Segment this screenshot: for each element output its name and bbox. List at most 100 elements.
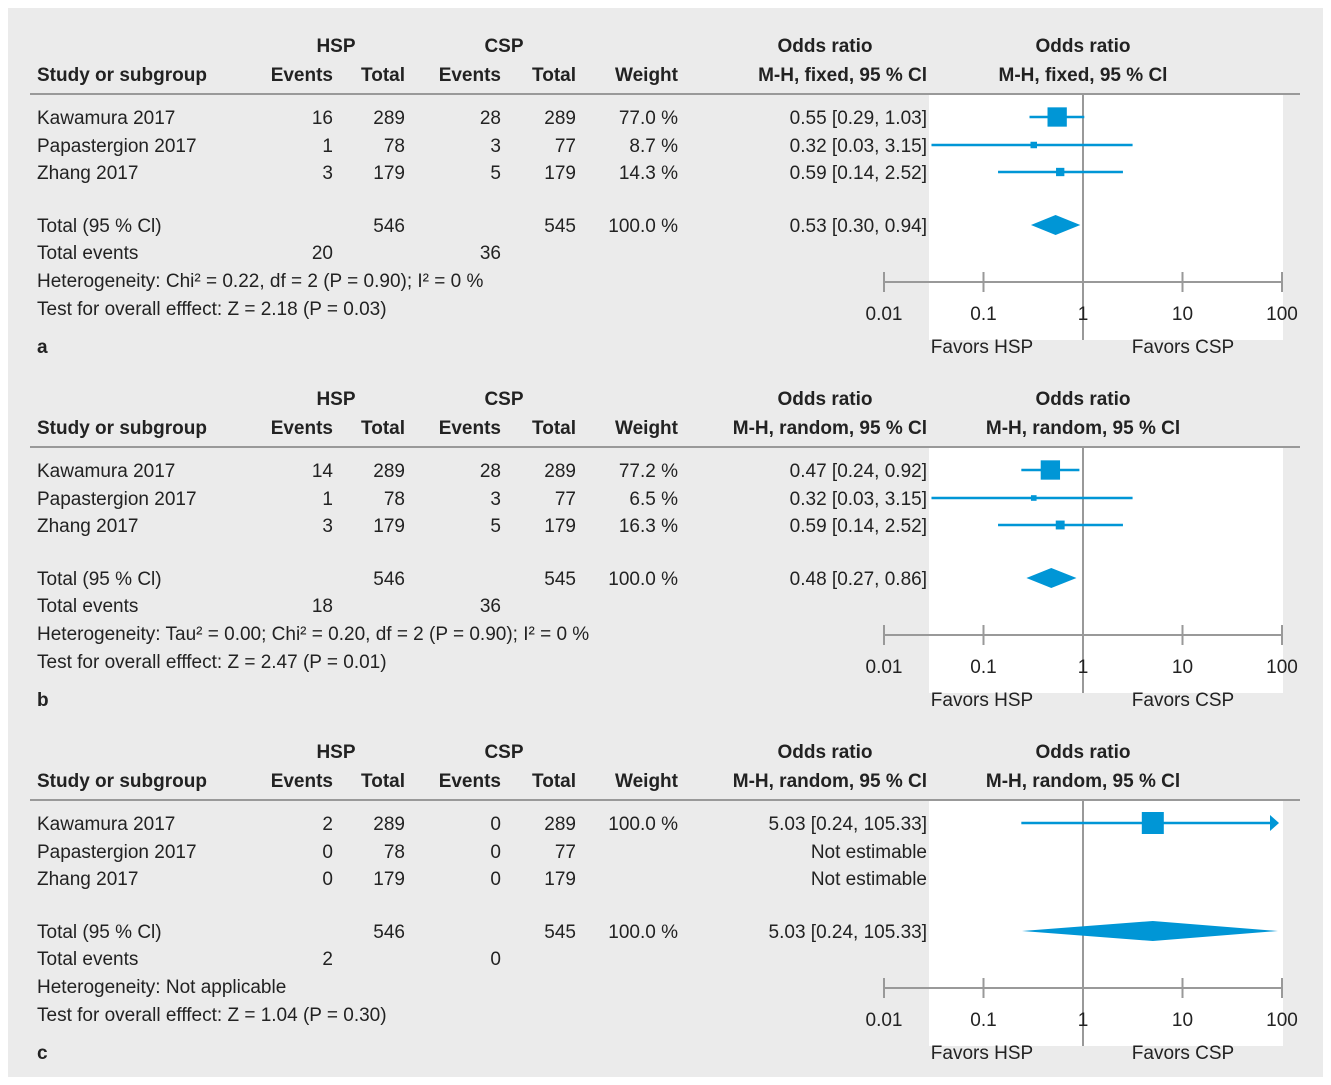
x-tick-label: 10 bbox=[1172, 1010, 1193, 1031]
csp-total-header: Total bbox=[532, 418, 576, 439]
study-name: Kawamura 2017 bbox=[37, 814, 175, 835]
weight-header: Weight bbox=[615, 65, 679, 86]
x-tick-label: 0.01 bbox=[866, 657, 903, 678]
hsp-group-header: HSP bbox=[316, 36, 355, 57]
hsp-total-value: 179 bbox=[373, 869, 405, 890]
weight-header: Weight bbox=[615, 771, 679, 792]
csp-events-header: Events bbox=[439, 65, 501, 86]
panel-b: HSP CSP Odds ratio Odds ratio Study or subgr… bbox=[30, 389, 1300, 711]
odds-ratio-ci-value: Not estimable bbox=[811, 869, 927, 890]
csp-total-sum: 545 bbox=[544, 216, 576, 237]
csp-total-value: 179 bbox=[544, 163, 576, 184]
odds-ratio-ci-value: 0.59 [0.14, 2.52] bbox=[790, 516, 927, 537]
csp-total-value: 289 bbox=[544, 461, 576, 482]
method-header: M-H, random, 95 % Cl bbox=[733, 771, 927, 792]
x-tick-label: 100 bbox=[1266, 657, 1298, 678]
hsp-total-events: 2 bbox=[322, 949, 333, 970]
plot-method-header: M-H, random, 95 % Cl bbox=[986, 771, 1180, 792]
panel-a: HSP CSP Odds ratio Odds ratio Study or subgr… bbox=[30, 36, 1300, 358]
weight-value: 77.0 % bbox=[619, 108, 678, 129]
plot-area bbox=[929, 447, 1283, 693]
weight-square bbox=[1056, 167, 1065, 177]
overall-effect-text: Test for overall efffect: Z = 2.47 (P = … bbox=[37, 652, 387, 673]
favors-left-label: Favors HSP bbox=[931, 337, 1033, 358]
favors-right-label: Favors CSP bbox=[1132, 690, 1234, 711]
csp-total-value: 179 bbox=[544, 516, 576, 537]
weight-square bbox=[1047, 107, 1067, 127]
odds-ratio-ci-value: 0.32 [0.03, 3.15] bbox=[790, 489, 927, 510]
summary-diamond bbox=[1022, 921, 1278, 941]
weight-value: 100.0 % bbox=[608, 814, 678, 835]
total-label: Total (95 % Cl) bbox=[37, 569, 162, 590]
summary-diamond bbox=[1030, 215, 1081, 235]
odds-ratio-plot-header: Odds ratio bbox=[1035, 742, 1130, 763]
csp-total-events: 36 bbox=[480, 596, 501, 617]
csp-total-header: Total bbox=[532, 65, 576, 86]
study-name: Papastergion 2017 bbox=[37, 842, 197, 863]
study-name: Kawamura 2017 bbox=[37, 461, 175, 482]
study-column-header: Study or subgroup bbox=[37, 418, 207, 439]
hsp-events-value: 0 bbox=[322, 842, 333, 863]
csp-total-sum: 545 bbox=[544, 922, 576, 943]
study-name: Papastergion 2017 bbox=[37, 489, 197, 510]
method-header: M-H, fixed, 95 % Cl bbox=[758, 65, 927, 86]
study-name: Zhang 2017 bbox=[37, 869, 138, 890]
hsp-total-value: 289 bbox=[373, 814, 405, 835]
csp-group-header: CSP bbox=[484, 389, 523, 410]
hsp-events-value: 0 bbox=[322, 869, 333, 890]
hsp-total-value: 179 bbox=[373, 163, 405, 184]
x-tick-label: 100 bbox=[1266, 304, 1298, 325]
total-weight: 100.0 % bbox=[608, 216, 678, 237]
total-events-label: Total events bbox=[37, 243, 138, 264]
ci-arrow bbox=[1270, 815, 1279, 831]
hsp-total-value: 289 bbox=[373, 108, 405, 129]
odds-ratio-header: Odds ratio bbox=[777, 36, 872, 57]
hsp-total-header: Total bbox=[361, 65, 405, 86]
hsp-events-header: Events bbox=[271, 771, 333, 792]
hsp-events-value: 3 bbox=[322, 516, 333, 537]
csp-total-events: 0 bbox=[490, 949, 501, 970]
csp-total-sum: 545 bbox=[544, 569, 576, 590]
hsp-events-value: 1 bbox=[322, 489, 333, 510]
panel-c: HSP CSP Odds ratio Odds ratio Study or subgr… bbox=[30, 742, 1300, 1064]
hsp-total-sum: 546 bbox=[373, 922, 405, 943]
odds-ratio-header: Odds ratio bbox=[777, 389, 872, 410]
csp-group-header: CSP bbox=[484, 36, 523, 57]
odds-ratio-plot-header: Odds ratio bbox=[1035, 36, 1130, 57]
csp-events-value: 0 bbox=[490, 869, 501, 890]
study-column-header: Study or subgroup bbox=[37, 771, 207, 792]
weight-square bbox=[1055, 520, 1065, 530]
weight-square bbox=[1030, 495, 1037, 501]
csp-total-header: Total bbox=[532, 771, 576, 792]
hsp-total-sum: 546 bbox=[373, 569, 405, 590]
csp-total-value: 77 bbox=[555, 136, 576, 157]
total-weight: 100.0 % bbox=[608, 922, 678, 943]
x-tick-label: 0.01 bbox=[866, 304, 903, 325]
x-tick-label: 0.1 bbox=[970, 657, 996, 678]
total-label: Total (95 % Cl) bbox=[37, 922, 162, 943]
weight-value: 16.3 % bbox=[619, 516, 678, 537]
csp-events-value: 28 bbox=[480, 108, 501, 129]
heterogeneity-text: Heterogeneity: Tau² = 0.00; Chi² = 0.20,… bbox=[37, 624, 589, 645]
csp-events-value: 28 bbox=[480, 461, 501, 482]
weight-value: 8.7 % bbox=[629, 136, 678, 157]
total-odds-ratio-ci: 5.03 [0.24, 105.33] bbox=[769, 922, 927, 943]
odds-ratio-plot-header: Odds ratio bbox=[1035, 389, 1130, 410]
odds-ratio-header: Odds ratio bbox=[777, 742, 872, 763]
hsp-total-events: 20 bbox=[312, 243, 333, 264]
hsp-group-header: HSP bbox=[316, 742, 355, 763]
hsp-events-value: 16 bbox=[312, 108, 333, 129]
x-tick-label: 0.1 bbox=[970, 304, 996, 325]
weight-square bbox=[1030, 141, 1038, 149]
hsp-events-header: Events bbox=[271, 418, 333, 439]
overall-effect-text: Test for overall efffect: Z = 2.18 (P = … bbox=[37, 299, 387, 320]
weight-value: 6.5 % bbox=[629, 489, 678, 510]
weight-header: Weight bbox=[615, 418, 679, 439]
total-odds-ratio-ci: 0.53 [0.30, 0.94] bbox=[790, 216, 927, 237]
favors-left-label: Favors HSP bbox=[931, 690, 1033, 711]
total-events-label: Total events bbox=[37, 949, 138, 970]
hsp-total-value: 289 bbox=[373, 461, 405, 482]
x-tick-label: 10 bbox=[1172, 657, 1193, 678]
weight-square bbox=[1040, 460, 1061, 480]
csp-total-value: 289 bbox=[544, 814, 576, 835]
